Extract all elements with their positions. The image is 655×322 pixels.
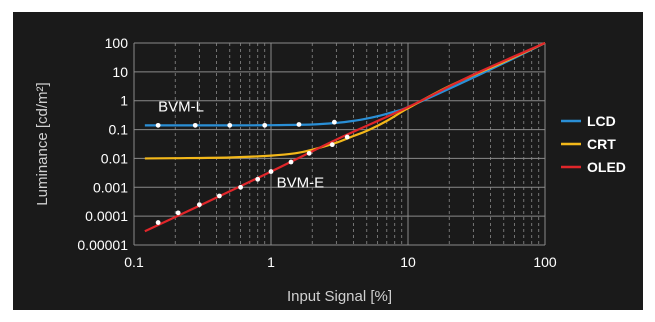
y-tick-label: 0.00001 bbox=[77, 237, 128, 253]
marker-point-bvm-e bbox=[306, 150, 312, 156]
marker-point-bvm-e bbox=[216, 193, 222, 199]
annotations: BVM-L BVM-E bbox=[158, 98, 324, 191]
marker-point-bvm-l bbox=[227, 122, 233, 128]
annotation-bvm-e: BVM-E bbox=[277, 175, 325, 192]
x-tick-label: 10 bbox=[400, 254, 416, 270]
marker-point-bvm-e bbox=[155, 220, 161, 225]
y-tick-label: 100 bbox=[105, 35, 129, 51]
y-tick-label: 1 bbox=[120, 93, 128, 109]
legend: LCD CRT OLED bbox=[561, 113, 626, 175]
luminance-chart: 0.1 1 10 100 100 10 1 0.1 0.01 0.001 0.0001 0.00001… bbox=[34, 35, 626, 305]
annotation-bvm-l: BVM-L bbox=[158, 98, 204, 115]
legend-label-oled: OLED bbox=[587, 159, 626, 175]
marker-point-bvm-l bbox=[296, 122, 302, 127]
marker-points bbox=[155, 119, 350, 225]
marker-point-bvm-l bbox=[331, 119, 337, 125]
marker-point-bvm-l bbox=[155, 122, 161, 128]
grid-lines bbox=[133, 42, 546, 246]
chart-panel: 0.1 1 10 100 100 10 1 0.1 0.01 0.001 0.0001 0.00001… bbox=[13, 12, 643, 310]
marker-point-bvm-l bbox=[262, 122, 268, 128]
marker-point-bvm-e bbox=[329, 142, 335, 148]
x-tick-label: 100 bbox=[533, 254, 557, 270]
marker-point-bvm-e bbox=[255, 176, 261, 182]
marker-point-bvm-e bbox=[288, 159, 294, 165]
marker-point-bvm-e bbox=[238, 184, 244, 190]
marker-point-bvm-e bbox=[196, 202, 202, 208]
marker-point-bvm-e bbox=[175, 210, 181, 216]
y-tick-label: 0.001 bbox=[93, 179, 128, 195]
x-axis-label: Input Signal [%] bbox=[287, 288, 392, 305]
y-tick-label: 10 bbox=[112, 64, 128, 80]
marker-point-bvm-l bbox=[192, 122, 198, 128]
marker-point-bvm-e bbox=[344, 134, 350, 140]
y-tick-label: 0.01 bbox=[101, 150, 128, 166]
tick-labels: 0.1 1 10 100 100 10 1 0.1 0.01 0.001 0.0001 0.00001 bbox=[77, 35, 557, 270]
y-axis-label: Luminance [cd/m²] bbox=[34, 82, 51, 205]
legend-label-lcd: LCD bbox=[587, 113, 616, 129]
y-tick-label: 0.1 bbox=[109, 122, 129, 138]
series-line-lcd bbox=[144, 42, 546, 127]
marker-point-bvm-e bbox=[268, 169, 274, 174]
x-tick-label: 1 bbox=[267, 254, 275, 270]
x-tick-label: 0.1 bbox=[124, 254, 144, 270]
legend-label-crt: CRT bbox=[587, 136, 616, 152]
y-tick-label: 0.0001 bbox=[85, 208, 128, 224]
